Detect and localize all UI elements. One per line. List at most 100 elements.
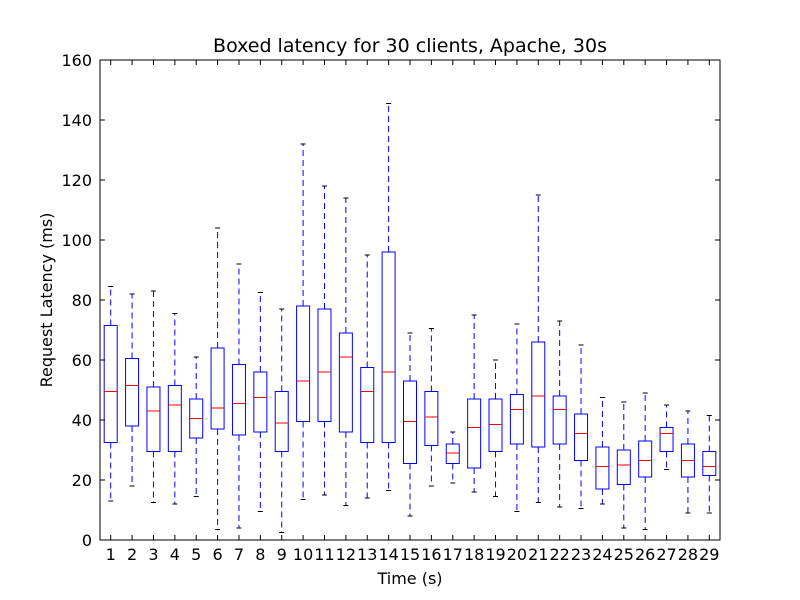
y-tick-label: 120	[61, 171, 92, 190]
x-axis-label: Time (s)	[376, 569, 442, 588]
box-5	[189, 356, 204, 497]
box-12	[338, 197, 353, 506]
y-axis-label: Request Latency (ms)	[37, 213, 56, 388]
x-tick-label: 23	[571, 545, 591, 564]
box-24	[595, 397, 610, 505]
x-tick-label: 7	[234, 545, 244, 564]
box-15	[403, 332, 417, 517]
x-tick-label: 5	[191, 545, 201, 564]
iqr-box	[167, 385, 182, 452]
iqr-box	[552, 395, 567, 445]
box-10	[296, 143, 311, 500]
box-22	[552, 320, 567, 508]
x-tick-label: 21	[528, 545, 548, 564]
x-tick-label: 8	[255, 545, 265, 564]
box-20	[509, 323, 524, 512]
iqr-box	[424, 391, 439, 446]
box-26	[638, 392, 653, 530]
y-axis: 0 20 40 60 80 100 120 140 160	[61, 51, 720, 550]
x-tick-label: 29	[699, 545, 719, 564]
box-9	[274, 308, 289, 533]
x-tick-label: 18	[464, 545, 484, 564]
box-16	[424, 328, 439, 487]
x-tick-label: 24	[592, 545, 612, 564]
box-11	[317, 185, 332, 496]
y-tick-label: 60	[72, 351, 92, 370]
iqr-box	[125, 358, 140, 427]
x-tick-label: 11	[314, 545, 334, 564]
x-tick-label: 28	[678, 545, 698, 564]
x-tick-label: 1	[106, 545, 116, 564]
box-21	[531, 194, 546, 503]
x-tick-label: 27	[656, 545, 676, 564]
iqr-box	[253, 371, 268, 433]
y-tick-label: 0	[82, 531, 92, 550]
y-tick-label: 100	[61, 231, 92, 250]
box-27	[659, 404, 674, 470]
x-tick-label: 2	[127, 545, 137, 564]
x-tick-label: 16	[421, 545, 441, 564]
y-tick-label: 80	[72, 291, 92, 310]
iqr-box	[274, 391, 289, 452]
iqr-box	[146, 386, 161, 452]
x-tick-label: 9	[277, 545, 287, 564]
iqr-box	[360, 367, 375, 443]
box-4	[167, 313, 182, 505]
iqr-box	[509, 394, 524, 445]
x-tick-label: 4	[170, 545, 180, 564]
box-8	[253, 292, 268, 512]
y-tick-label: 40	[72, 411, 92, 430]
iqr-box	[317, 308, 332, 422]
box-2	[125, 293, 140, 487]
box-3	[146, 290, 161, 503]
iqr-box	[296, 305, 311, 422]
iqr-box	[467, 398, 482, 469]
iqr-box	[381, 251, 396, 443]
box-29	[702, 415, 717, 514]
iqr-box	[488, 398, 503, 452]
iqr-box	[210, 347, 225, 430]
box-23	[574, 344, 589, 509]
plot-area	[103, 103, 717, 533]
iqr-box	[445, 443, 460, 464]
x-tick-label: 26	[635, 545, 655, 564]
iqr-box	[103, 325, 118, 443]
box-18	[467, 314, 482, 493]
iqr-box	[574, 413, 589, 461]
x-tick-label: 12	[336, 545, 356, 564]
box-7	[231, 263, 246, 529]
iqr-box	[659, 427, 674, 452]
x-tick-label: 20	[507, 545, 527, 564]
x-tick-label: 22	[549, 545, 569, 564]
x-tick-label: 17	[443, 545, 463, 564]
iqr-box	[616, 449, 631, 485]
iqr-box	[338, 332, 353, 433]
y-tick-label: 140	[61, 111, 92, 130]
box-25	[616, 401, 631, 529]
x-axis: 1 2 3 4 5 6 7 8 9 10 11 12 13 14 15 16 17 18 19 20 21 22 23 24 2…	[106, 60, 719, 564]
iqr-box	[595, 446, 610, 490]
x-tick-label: 10	[293, 545, 313, 564]
iqr-box	[403, 380, 417, 464]
box-19	[488, 359, 503, 497]
x-tick-label: 3	[148, 545, 158, 564]
box-13	[360, 254, 375, 499]
y-tick-label: 160	[61, 51, 92, 70]
x-tick-label: 13	[357, 545, 377, 564]
box-14	[381, 103, 396, 491]
iqr-box	[702, 451, 717, 476]
box-28	[680, 410, 695, 514]
box-1	[103, 286, 118, 502]
x-tick-label: 15	[400, 545, 420, 564]
x-tick-label: 25	[614, 545, 634, 564]
iqr-box	[231, 364, 246, 436]
box-17	[445, 431, 460, 484]
chart-title: Boxed latency for 30 clients, Apache, 30…	[213, 35, 607, 57]
iqr-box	[531, 341, 546, 448]
y-tick-label: 20	[72, 471, 92, 490]
x-tick-label: 14	[378, 545, 398, 564]
x-tick-label: 19	[485, 545, 505, 564]
x-tick-label: 6	[212, 545, 222, 564]
